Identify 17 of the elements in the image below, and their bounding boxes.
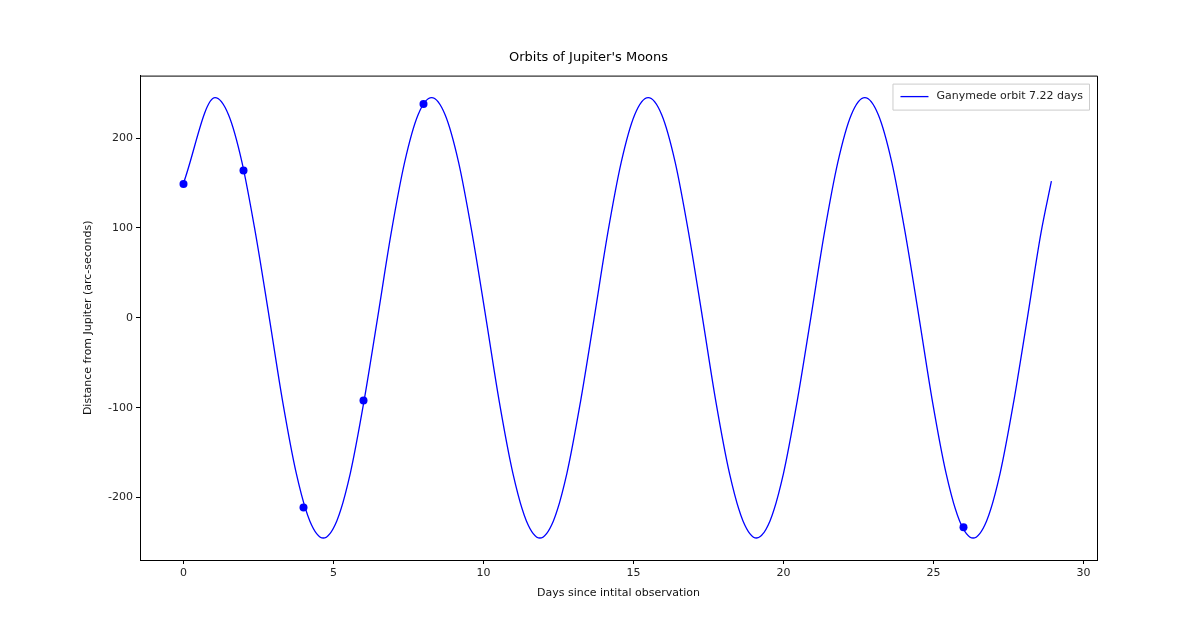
x-tick-label: 30: [1076, 566, 1091, 580]
x-tick-label: 10: [476, 566, 491, 580]
x-tick-label: 15: [626, 566, 641, 580]
y-tick-label: 0: [126, 310, 133, 324]
y-tick-label: -100: [108, 400, 133, 414]
y-tick-label: -200: [108, 490, 133, 504]
chart-title: Orbits of Jupiter's Moons: [508, 49, 669, 65]
legend-label: Ganymede orbit 7.22 days: [936, 89, 1084, 103]
point: [179, 179, 188, 188]
x-tick-label: 0: [180, 566, 187, 580]
y-tick-label: 100: [112, 220, 133, 234]
x-axis-title: Days since intital observation: [536, 586, 701, 600]
x-tick-label: 5: [330, 566, 337, 580]
x-tick-label: 20: [776, 566, 791, 580]
y-axis-title: Distance from Jupiter (arc-seconds): [81, 220, 95, 416]
y-tick-label: 200: [112, 130, 133, 144]
x-tick-label: 25: [926, 566, 941, 580]
